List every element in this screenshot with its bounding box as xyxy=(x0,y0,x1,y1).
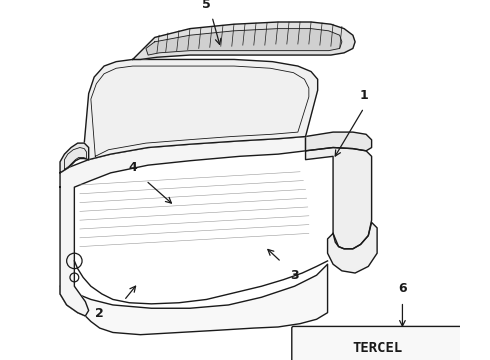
Polygon shape xyxy=(133,22,355,59)
Polygon shape xyxy=(84,59,318,159)
Polygon shape xyxy=(60,264,328,335)
Text: 3: 3 xyxy=(290,269,299,282)
Polygon shape xyxy=(306,148,371,249)
Polygon shape xyxy=(328,222,377,273)
Text: 6: 6 xyxy=(398,282,407,295)
Text: 4: 4 xyxy=(128,161,137,174)
Text: 5: 5 xyxy=(202,0,211,11)
Text: 2: 2 xyxy=(95,307,104,320)
Text: TERCEL: TERCEL xyxy=(352,341,402,355)
Polygon shape xyxy=(306,132,371,151)
Polygon shape xyxy=(146,29,342,55)
Polygon shape xyxy=(60,136,306,316)
Polygon shape xyxy=(60,143,89,173)
FancyBboxPatch shape xyxy=(292,327,463,360)
Text: 1: 1 xyxy=(360,89,368,102)
